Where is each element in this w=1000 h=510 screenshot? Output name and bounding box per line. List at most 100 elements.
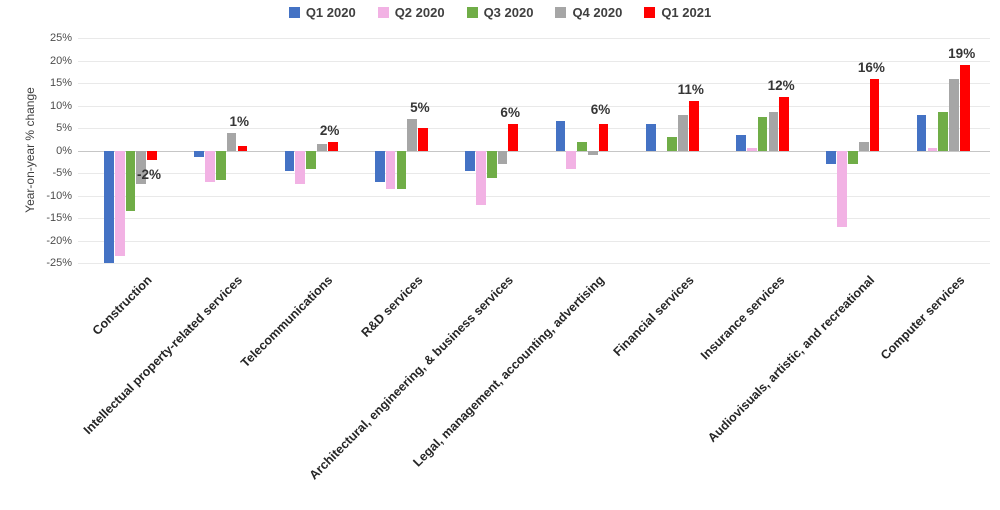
bar-q3-2020 bbox=[306, 150, 316, 169]
bar-q3-2020 bbox=[848, 150, 858, 164]
y-tick-label: 10% bbox=[49, 99, 72, 112]
bar-q1-2021 bbox=[237, 146, 248, 151]
bar-q1-2021 bbox=[418, 128, 428, 151]
y-tick-label: 25% bbox=[49, 32, 72, 44]
gridline bbox=[78, 263, 990, 264]
y-tick-label: 20% bbox=[49, 54, 72, 67]
y-tick-label: 5% bbox=[56, 122, 72, 134]
data-label: 12% bbox=[767, 77, 795, 93]
bar-q1-2020 bbox=[736, 134, 746, 151]
data-label: 11% bbox=[677, 82, 704, 97]
y-tick-label: -20% bbox=[46, 234, 72, 247]
bar-q3-2020 bbox=[577, 141, 587, 151]
legend-label: Q3 2020 bbox=[483, 5, 534, 20]
bar-q3-2020 bbox=[667, 137, 678, 151]
bar-q3-2020 bbox=[938, 112, 949, 151]
x-category-label: Computer services bbox=[878, 273, 968, 363]
legend-label: Q1 2021 bbox=[661, 5, 712, 20]
data-label: 19% bbox=[948, 46, 976, 61]
legend-item-q3-2020: Q3 2020 bbox=[466, 5, 534, 20]
x-category-label: Financial services bbox=[610, 273, 697, 360]
legend-item-q2-2020: Q2 2020 bbox=[377, 5, 445, 20]
legend-label: Q2 2020 bbox=[394, 5, 445, 20]
bar-q1-2020 bbox=[916, 114, 927, 151]
bar-q1-2021 bbox=[508, 123, 519, 151]
bar-q2-2020 bbox=[837, 150, 847, 227]
bar-q4-2020 bbox=[587, 150, 598, 155]
bar-q4-2020 bbox=[858, 141, 869, 151]
data-label: -2% bbox=[136, 166, 162, 182]
gridline bbox=[78, 83, 990, 84]
bar-q1-2021 bbox=[779, 96, 790, 151]
gridline bbox=[78, 38, 990, 39]
legend-label: Q1 2020 bbox=[305, 5, 356, 20]
y-tick-label: 0% bbox=[56, 144, 72, 157]
data-label: 16% bbox=[857, 59, 885, 75]
x-category-label: Construction bbox=[90, 273, 155, 338]
y-tick-label: -25% bbox=[46, 257, 72, 269]
bar-q1-2020 bbox=[104, 150, 114, 263]
x-category-label: Intellectual property-related services bbox=[81, 273, 246, 438]
data-label: 6% bbox=[590, 102, 611, 118]
bar-q1-2020 bbox=[645, 123, 656, 151]
bar-q2-2020 bbox=[746, 148, 757, 151]
y-axis-title: Year-on-year % change bbox=[23, 87, 37, 213]
bar-q2-2020 bbox=[114, 150, 125, 257]
x-category-label: Audiovisuals, artistic, and recreational bbox=[705, 273, 878, 446]
x-category-label: R&D services bbox=[358, 273, 426, 340]
bar-q1-2020 bbox=[826, 150, 837, 164]
gridline bbox=[78, 240, 990, 242]
legend-label: Q4 2020 bbox=[572, 5, 623, 20]
data-label: 5% bbox=[410, 100, 430, 115]
bar-q4-2020 bbox=[949, 78, 959, 151]
bar-q1-2020 bbox=[555, 121, 566, 151]
legend-swatch-icon bbox=[377, 7, 389, 18]
data-label: 2% bbox=[319, 122, 340, 138]
bar-q2-2020 bbox=[927, 148, 938, 151]
legend-item-q1-2020: Q1 2020 bbox=[288, 5, 356, 20]
bar-q3-2020 bbox=[396, 150, 407, 189]
bar-q3-2020 bbox=[757, 116, 768, 151]
bar-q4-2020 bbox=[678, 114, 688, 151]
bar-q1-2021 bbox=[598, 123, 609, 151]
bar-q1-2021 bbox=[147, 150, 157, 160]
data-label: 1% bbox=[229, 113, 250, 129]
legend-item-q1-2021: Q1 2021 bbox=[644, 5, 711, 20]
bar-q1-2020 bbox=[465, 150, 475, 171]
bar-q4-2020 bbox=[317, 143, 327, 151]
legend-swatch-icon bbox=[644, 7, 656, 18]
data-label: 6% bbox=[500, 104, 520, 120]
bar-q1-2020 bbox=[374, 150, 385, 182]
bar-q2-2020 bbox=[566, 150, 577, 169]
y-tick-label: -5% bbox=[52, 167, 72, 179]
legend-item-q4-2020: Q4 2020 bbox=[555, 5, 622, 20]
gridline bbox=[78, 128, 990, 129]
bar-q4-2020 bbox=[136, 150, 147, 185]
x-category-label: Legal, management, accounting, advertisi… bbox=[409, 273, 607, 470]
y-tick-label: 15% bbox=[49, 77, 72, 89]
bar-q3-2020 bbox=[486, 150, 497, 178]
x-category-label: Insurance services bbox=[697, 273, 788, 363]
x-category-label: Telecommunications bbox=[238, 273, 336, 371]
gridline bbox=[78, 195, 990, 197]
bar-q4-2020 bbox=[407, 119, 418, 151]
bar-q2-2020 bbox=[205, 150, 215, 182]
legend-swatch-icon bbox=[466, 7, 478, 18]
legend-swatch-icon bbox=[288, 7, 300, 18]
bar-q3-2020 bbox=[215, 150, 226, 180]
y-tick-label: -15% bbox=[46, 212, 72, 224]
bar-q1-2021 bbox=[327, 141, 338, 151]
gridline bbox=[78, 173, 990, 174]
y-tick-label: -10% bbox=[46, 189, 72, 202]
gridline bbox=[78, 105, 990, 107]
x-category-label: Architectural, engineering, & business s… bbox=[306, 273, 517, 483]
bar-q1-2020 bbox=[194, 150, 205, 158]
bar-q4-2020 bbox=[497, 150, 508, 164]
bar-q2-2020 bbox=[476, 150, 486, 205]
bar-q1-2021 bbox=[869, 78, 880, 151]
bar-q4-2020 bbox=[768, 112, 779, 151]
legend-swatch-icon bbox=[555, 7, 567, 18]
bar-q1-2020 bbox=[284, 150, 295, 171]
